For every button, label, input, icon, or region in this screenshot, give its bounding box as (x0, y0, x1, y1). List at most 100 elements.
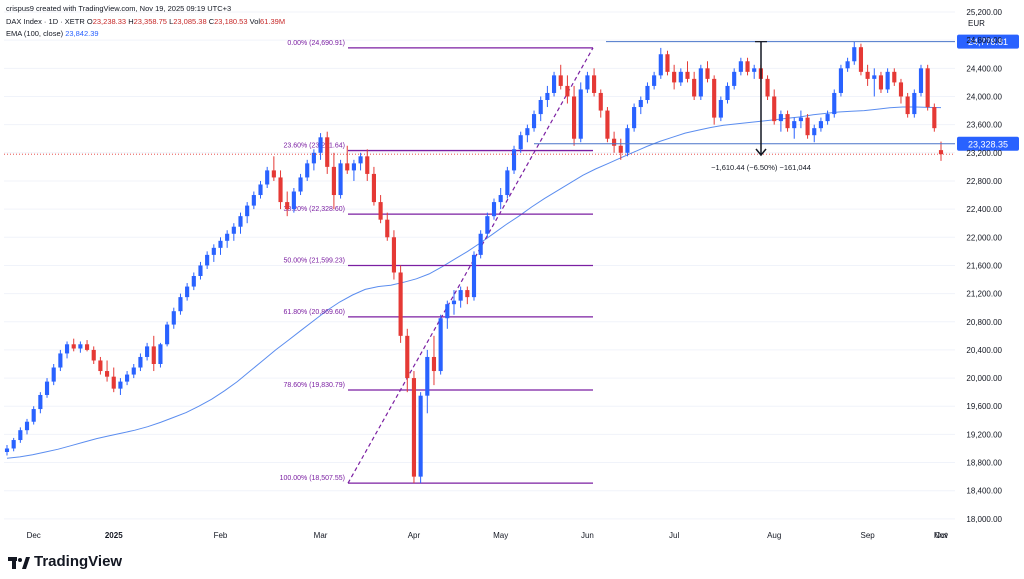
candle-body (618, 145, 623, 153)
candle-body (31, 409, 36, 422)
candlestick-series (4, 41, 944, 484)
candle-body (471, 254, 477, 298)
candle-body (832, 92, 837, 115)
ohlc-legend: DAX Index · 1D · XETR O23,238.33 H23,358… (6, 17, 285, 26)
candle-body (131, 367, 136, 375)
y-tick-label: 24,000.00 (966, 92, 1002, 101)
candle-body (211, 247, 216, 255)
fib-level-label: 0.00% (24,690.91) (287, 40, 345, 47)
candle-body (205, 254, 210, 266)
y-tick-label: 18,800.00 (966, 459, 1002, 468)
candle-body (818, 121, 823, 129)
candle-body (271, 170, 276, 178)
tradingview-logo-icon (8, 556, 30, 570)
y-tick-label: 24,800.00 (966, 36, 1002, 45)
fib-level-label: 100.00% (18,507.55) (280, 475, 345, 482)
price-label-box (957, 34, 1019, 49)
candle-body (638, 100, 643, 108)
candle-body (178, 297, 183, 312)
candle-body (98, 360, 103, 372)
candle-body (585, 75, 590, 90)
y-tick-label: 19,200.00 (966, 430, 1002, 439)
candle-body (605, 110, 610, 139)
candle-body (905, 96, 910, 115)
candle-body (865, 71, 870, 79)
candle-body (772, 96, 777, 122)
candle-body (338, 163, 343, 196)
x-tick-label: Sep (860, 531, 875, 540)
candle-body (785, 114, 790, 129)
candle-body (732, 71, 737, 86)
fibonacci-retracement[interactable]: 0.00% (24,690.91) 23.60% (23,231.64) 38.20… (280, 40, 594, 484)
candle-body (652, 75, 657, 86)
candle-body (138, 356, 143, 368)
fib-trend-line (347, 47, 594, 484)
low-label: L (169, 17, 174, 26)
candle-body (491, 202, 497, 217)
volume-label: Vol (249, 17, 261, 26)
y-tick-label: 21,200.00 (966, 290, 1002, 299)
candle-body (738, 61, 743, 72)
tradingview-brand[interactable]: TradingView (8, 553, 122, 570)
candle-body (145, 346, 150, 357)
candle-body (405, 335, 410, 379)
candle-body (191, 276, 196, 287)
candle-body (325, 137, 330, 167)
candle-body (745, 61, 750, 72)
candle-body (391, 237, 397, 273)
candle-body (658, 54, 663, 76)
fib-level-label: 50.00% (21,599.23) (284, 257, 346, 264)
candle-body (898, 82, 904, 97)
candle-body (885, 71, 890, 90)
candle-body (752, 68, 757, 72)
price-label-text: 24,778.81 (968, 37, 1008, 47)
candle-body (38, 394, 43, 410)
fib-level-label: 78.60% (19,830.79) (284, 382, 346, 389)
low-value: 23,085.38 (173, 17, 207, 26)
candle-body (551, 75, 557, 93)
candle-body (265, 170, 270, 185)
candle-body (592, 75, 597, 93)
candle-body (78, 344, 83, 349)
candle-body (44, 381, 50, 395)
candle-body (838, 68, 843, 93)
candle-body (111, 376, 116, 389)
close-label: C (208, 17, 215, 26)
price-label-box (957, 136, 1019, 151)
high-label: H (128, 17, 134, 26)
close-value: 23,180.53 (214, 17, 248, 26)
fib-level-label: 38.20% (22,328.60) (284, 206, 346, 213)
candle-body (125, 374, 130, 382)
chart-credit: crispus9 created with TradingView.com, N… (6, 4, 232, 13)
tradingview-wordmark: TradingView (34, 553, 123, 570)
candle-body (365, 156, 370, 174)
symbol-name[interactable]: DAX Index · 1D · XETR (6, 17, 85, 26)
chart-overlays[interactable]: 24,778.81 23,328.35 −1,610.44 (−6.50%) −16… (4, 34, 1019, 172)
x-tick-label: Dec (27, 531, 41, 540)
candle-body (398, 272, 403, 336)
x-tick-label: Apr (408, 531, 421, 540)
candle-body (852, 47, 857, 62)
y-tick-label: 22,400.00 (966, 205, 1002, 214)
ema-legend[interactable]: EMA (100, close) 23,842.39 (6, 29, 99, 38)
candle-body (798, 117, 803, 122)
candle-body (24, 421, 30, 431)
y-tick-label: 20,000.00 (966, 374, 1002, 383)
x-tick-label: 2025 (105, 531, 123, 540)
candle-body (805, 117, 810, 136)
candle-body (378, 202, 383, 220)
price-axis[interactable]: 25,200.00 24,800.00 24,400.00 24,000.00 23,6… (966, 8, 1002, 524)
candle-body (698, 68, 703, 97)
x-tick-label: Feb (214, 531, 228, 540)
candle-body (58, 353, 63, 368)
candle-body (792, 121, 797, 129)
y-tick-label: 20,800.00 (966, 318, 1002, 327)
candle-body (285, 202, 290, 210)
candle-body (645, 85, 650, 100)
candle-body (632, 107, 637, 129)
candle-body (518, 135, 523, 150)
candle-body (91, 349, 96, 361)
candle-body (238, 216, 243, 227)
